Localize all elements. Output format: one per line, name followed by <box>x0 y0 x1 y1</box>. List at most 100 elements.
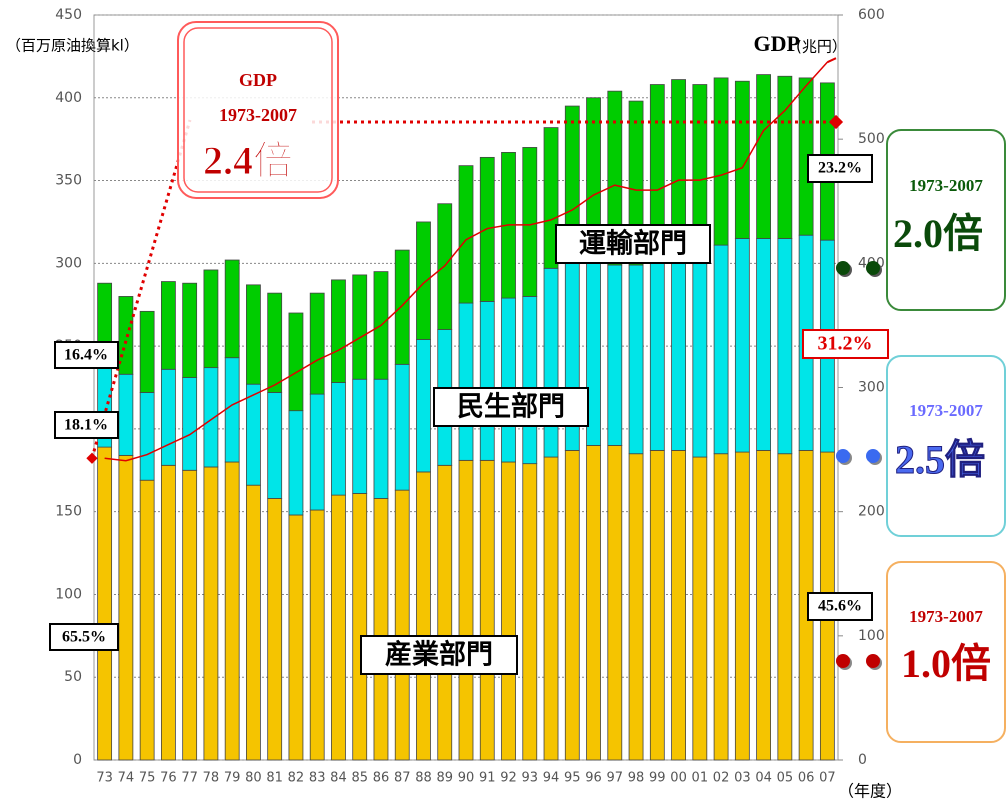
bar-segment <box>224 357 240 463</box>
share-box <box>49 623 119 651</box>
bar-segment <box>203 466 219 761</box>
y-tick-label: 100 <box>55 586 82 602</box>
y-tick-label: 0 <box>73 752 82 768</box>
bar-segment <box>309 292 325 395</box>
y2-tick-label: 0 <box>858 752 867 768</box>
bar-segment <box>543 456 559 761</box>
x-tick-label: 90 <box>458 771 475 786</box>
x-tick-label: 00 <box>670 771 687 786</box>
gdp-endpoint <box>86 452 98 464</box>
bar-segment <box>118 454 134 761</box>
bar-segment <box>564 450 580 761</box>
bar-segment <box>713 77 729 246</box>
bar-segment <box>607 445 623 761</box>
y2-tick-label: 500 <box>858 131 885 147</box>
y2-tick-label: 200 <box>858 504 885 520</box>
bar-segment <box>373 378 389 499</box>
share-box <box>54 411 119 439</box>
bar-segment <box>692 456 708 761</box>
x-tick-label: 74 <box>118 771 135 786</box>
x-tick-label: 05 <box>777 771 794 786</box>
bar-segment <box>139 392 155 481</box>
bar-segment <box>394 249 410 365</box>
bar-segment <box>246 484 261 761</box>
x-tick-label: 92 <box>500 771 517 786</box>
bar-segment <box>203 269 219 369</box>
bar-segment <box>671 450 686 761</box>
share-label: 65.5% <box>62 629 106 646</box>
gdp-line <box>104 61 828 462</box>
gdp-box-inner <box>183 27 333 193</box>
share-box <box>807 592 873 621</box>
bar-segment <box>458 302 474 461</box>
bar-segment <box>607 264 623 446</box>
bar-segment <box>777 238 793 455</box>
x-tick-label: 76 <box>160 771 177 786</box>
bar-segment <box>756 74 771 239</box>
bar-segment <box>331 279 346 383</box>
sector-label: 産業部門 <box>385 639 493 671</box>
x-tick-label: 86 <box>373 771 390 786</box>
label-box <box>555 224 711 264</box>
bar-segment <box>628 264 644 455</box>
bar-segment <box>309 393 325 511</box>
y-tick-label: 150 <box>55 504 82 520</box>
x-tick-label: 81 <box>266 771 283 786</box>
x-tick-label: 75 <box>139 771 156 786</box>
growth-box <box>886 355 1006 537</box>
share-label: 23.2% <box>818 160 862 177</box>
y2-tick-label: 300 <box>858 380 885 396</box>
growth-period: 1973-2007 <box>909 401 983 420</box>
annotation: 1973-2007 <box>219 105 297 125</box>
bar-segment <box>501 461 516 761</box>
bar-segment <box>394 363 410 491</box>
bar-segment <box>734 80 750 239</box>
x-tick-label: 96 <box>585 771 602 786</box>
bar-segment <box>331 494 346 761</box>
annotation: GDP <box>754 31 800 56</box>
bar-segment <box>182 469 198 761</box>
x-tick-label: 07 <box>819 771 836 786</box>
x-tick-label: 79 <box>224 771 241 786</box>
bar-segment <box>607 90 623 266</box>
x-tick-label: 03 <box>734 771 751 786</box>
x-tick-label: 01 <box>692 771 709 786</box>
growth-period: 1973-2007 <box>909 176 983 195</box>
x-tick-label: 89 <box>436 771 453 786</box>
bar-segment <box>139 479 155 761</box>
share-label: 45.6% <box>818 598 862 615</box>
bar-segment <box>416 221 431 340</box>
bar-segment <box>692 84 708 246</box>
bar-segment <box>692 244 708 458</box>
bar-segment <box>479 459 495 761</box>
growth-ratio: 2.0倍 <box>893 211 983 256</box>
x-tick-label: 82 <box>288 771 305 786</box>
bar-segment <box>713 244 729 455</box>
bar-segment <box>118 373 134 456</box>
gdp-arrow <box>826 57 837 64</box>
x-tick-label: 04 <box>755 771 772 786</box>
bar-segment <box>352 274 368 380</box>
x-tick-label: 87 <box>394 771 411 786</box>
y-tick-label: 50 <box>64 669 82 685</box>
bar-segment <box>777 453 793 761</box>
bar-segment <box>586 445 601 761</box>
bar-segment <box>182 377 198 471</box>
share-label: 16.4% <box>64 347 108 364</box>
y2-tick-label: 600 <box>858 7 885 23</box>
dot <box>866 449 880 463</box>
bar-segment <box>224 461 240 761</box>
bar-segment <box>522 463 538 761</box>
bar-segment <box>309 509 325 761</box>
bar-segment <box>734 451 750 761</box>
bar-segment <box>777 75 793 239</box>
bar-segment <box>416 471 431 761</box>
bar-segment <box>139 310 155 393</box>
growth-ratio: 2.5倍 <box>895 437 985 482</box>
x-tick-label: 95 <box>564 771 581 786</box>
annotation: GDP <box>239 70 277 90</box>
bar-segment <box>267 498 283 761</box>
bar-segment <box>394 489 410 761</box>
sector-label: 民生部門 <box>457 391 565 423</box>
label-box <box>360 635 518 675</box>
